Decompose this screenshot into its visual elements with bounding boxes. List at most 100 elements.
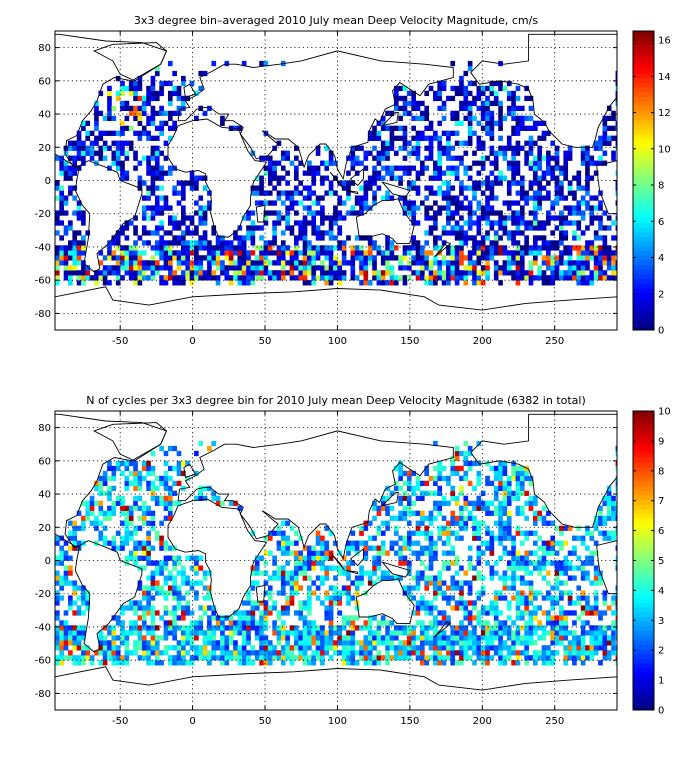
heatmap-cell [507, 511, 512, 516]
heatmap-cell [589, 215, 594, 220]
heatmap-cell [298, 585, 303, 590]
heatmap-cell [403, 491, 408, 496]
heatmap-cell [68, 640, 73, 645]
heatmap-cell [246, 230, 251, 235]
heatmap-cell [559, 190, 564, 195]
heatmap-cell [298, 190, 303, 195]
heatmap-cell [585, 546, 590, 551]
heatmap-cell [329, 220, 334, 225]
heatmap-cell [198, 491, 203, 496]
heatmap-cell [342, 655, 347, 660]
heatmap-cell [107, 506, 112, 511]
heatmap-cell [372, 275, 377, 280]
heatmap-cell [429, 516, 434, 521]
heatmap-cell [407, 645, 412, 650]
heatmap-cell [437, 136, 442, 141]
heatmap-cell [611, 260, 616, 265]
heatmap-cell [85, 151, 90, 156]
heatmap-cell [211, 650, 216, 655]
heatmap-cell [77, 635, 82, 640]
heatmap-cell [120, 521, 125, 526]
heatmap-cell [507, 486, 512, 491]
heatmap-cell [194, 580, 199, 585]
heatmap-cell [516, 171, 521, 176]
heatmap-cell [589, 551, 594, 556]
heatmap-cell [398, 255, 403, 260]
heatmap-cell [589, 275, 594, 280]
heatmap-cell [472, 161, 477, 166]
colorbar-swatch [633, 209, 654, 214]
heatmap-cell [181, 630, 186, 635]
heatmap-cell [211, 250, 216, 255]
heatmap-cell [107, 96, 112, 101]
heatmap-cell [416, 185, 421, 190]
heatmap-cell [463, 501, 468, 506]
heatmap-cell [198, 210, 203, 215]
heatmap-cell [503, 200, 508, 205]
heatmap-cell [416, 171, 421, 176]
heatmap-cell [450, 521, 455, 526]
heatmap-cell [224, 655, 229, 660]
heatmap-cell [216, 620, 221, 625]
heatmap-cell [320, 660, 325, 665]
heatmap-cell [68, 600, 73, 605]
heatmap-cell [98, 146, 103, 151]
heatmap-cell [477, 230, 482, 235]
heatmap-cell [437, 210, 442, 215]
heatmap-cell [181, 605, 186, 610]
heatmap-cell [172, 655, 177, 660]
heatmap-cell [542, 521, 547, 526]
heatmap-cell [272, 575, 277, 580]
heatmap-cell [172, 625, 177, 630]
heatmap-cell [337, 600, 342, 605]
heatmap-cell [64, 265, 69, 270]
heatmap-cell [142, 541, 147, 546]
heatmap-cell [181, 625, 186, 630]
heatmap-cell [303, 215, 308, 220]
heatmap-cell [455, 235, 460, 240]
heatmap-cell [524, 536, 529, 541]
heatmap-cell [151, 76, 156, 81]
heatmap-cell [146, 96, 151, 101]
heatmap-cell [372, 255, 377, 260]
heatmap-cell [385, 265, 390, 270]
heatmap-cell [59, 210, 64, 215]
heatmap-cell [585, 151, 590, 156]
heatmap-cell [416, 476, 421, 481]
heatmap-cell [537, 605, 542, 610]
heatmap-cell [477, 275, 482, 280]
heatmap-cell [516, 270, 521, 275]
heatmap-cell [59, 185, 64, 190]
heatmap-cell [455, 245, 460, 250]
heatmap-cell [546, 265, 551, 270]
heatmap-cell [594, 645, 599, 650]
heatmap-cell [542, 630, 547, 635]
heatmap-cell [72, 250, 77, 255]
heatmap-cell [420, 136, 425, 141]
heatmap-cell [516, 511, 521, 516]
heatmap-cell [516, 526, 521, 531]
heatmap-cell [581, 195, 586, 200]
y-tick-label: 80 [38, 43, 51, 54]
heatmap-cell [238, 245, 243, 250]
heatmap-cell [264, 640, 269, 645]
heatmap-cell [155, 176, 160, 181]
heatmap-cell [337, 225, 342, 230]
heatmap-cell [490, 536, 495, 541]
heatmap-cell [159, 590, 164, 595]
heatmap-cell [459, 451, 464, 456]
heatmap-cell [316, 536, 321, 541]
heatmap-cell [294, 570, 299, 575]
heatmap-cell [85, 131, 90, 136]
heatmap-cell [346, 260, 351, 265]
heatmap-cell [463, 275, 468, 280]
heatmap-cell [181, 615, 186, 620]
heatmap-cell [442, 565, 447, 570]
heatmap-cell [329, 185, 334, 190]
heatmap-cell [477, 551, 482, 556]
heatmap-cell [303, 235, 308, 240]
heatmap-cell [390, 275, 395, 280]
heatmap-cell [72, 580, 77, 585]
heatmap-cell [320, 565, 325, 570]
heatmap-cell [416, 146, 421, 151]
